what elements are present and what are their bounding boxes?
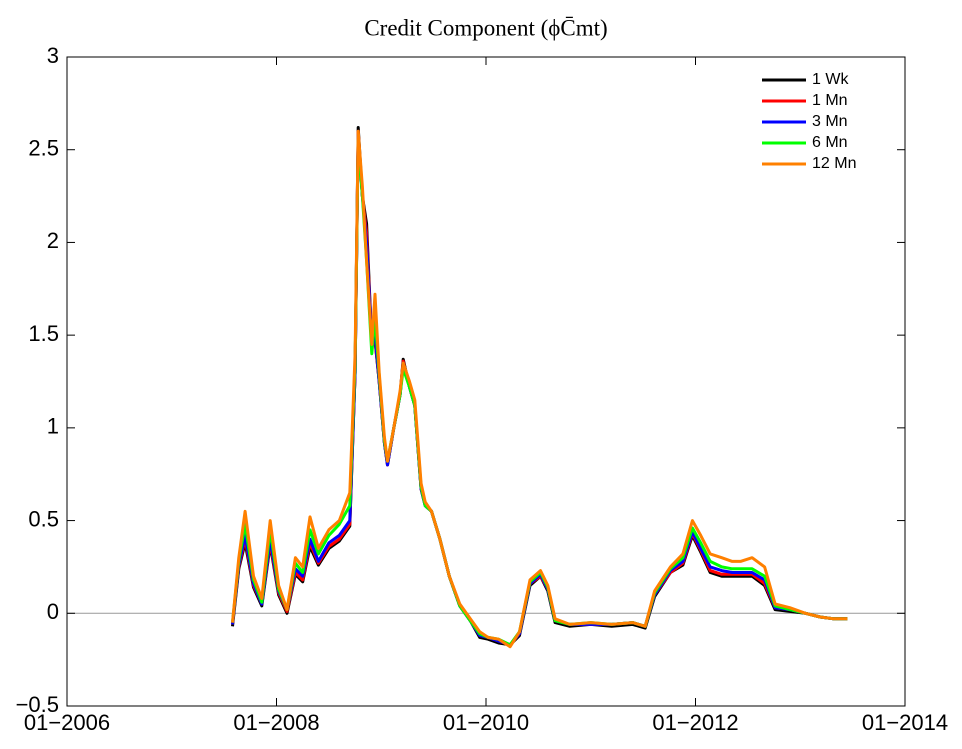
y-tick-label: 1 bbox=[47, 414, 59, 439]
series-line bbox=[231, 129, 848, 649]
y-tick-label: 3 bbox=[47, 43, 59, 68]
legend-label: 12 Mn bbox=[812, 155, 856, 172]
series-line bbox=[231, 138, 848, 647]
series-line bbox=[231, 133, 848, 647]
x-tick-label: 01−2012 bbox=[652, 710, 738, 735]
y-tick-label: 2 bbox=[47, 228, 59, 253]
legend-label: 6 Mn bbox=[812, 134, 848, 151]
x-tick-label: 01−2014 bbox=[862, 710, 948, 735]
series-line bbox=[231, 126, 848, 647]
legend-label: 3 Mn bbox=[812, 113, 848, 130]
y-tick-label: 1.5 bbox=[28, 321, 59, 346]
y-tick-label: 0.5 bbox=[28, 506, 59, 531]
chart-title: Credit Component (ϕC̄mt) bbox=[364, 15, 607, 40]
y-tick-label: 0 bbox=[47, 599, 59, 624]
y-tick-label: −0.5 bbox=[16, 692, 59, 717]
x-tick-label: 01−2010 bbox=[443, 710, 529, 735]
y-tick-label: 2.5 bbox=[28, 136, 59, 161]
plot-frame bbox=[66, 56, 906, 707]
legend-label: 1 Mn bbox=[812, 92, 848, 109]
series-line bbox=[231, 129, 848, 647]
legend-label: 1 Wk bbox=[812, 71, 849, 88]
x-tick-label: 01−2008 bbox=[233, 710, 319, 735]
x-tick-label: 01−2006 bbox=[24, 710, 110, 735]
